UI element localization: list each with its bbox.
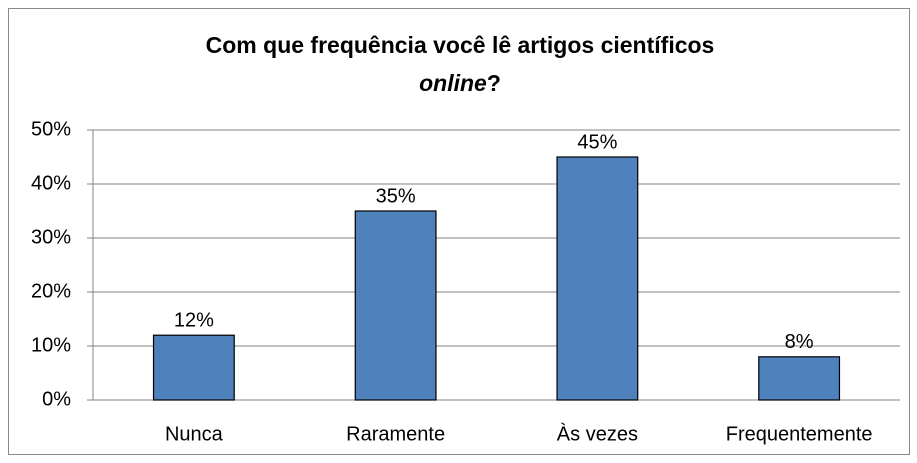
y-tick-label: 0% xyxy=(42,388,71,410)
y-tick-label: 10% xyxy=(31,334,71,356)
y-tick-label: 40% xyxy=(31,172,71,194)
y-tick-label: 30% xyxy=(31,226,71,248)
x-tick-label: Às vezes xyxy=(557,422,638,445)
data-label: 12% xyxy=(174,309,214,331)
y-tick-label: 20% xyxy=(31,280,71,302)
chart-title-italic: online xyxy=(419,70,487,96)
bar xyxy=(556,156,639,401)
x-tick-label: Frequentemente xyxy=(726,423,873,445)
bar xyxy=(758,356,841,401)
data-label: 45% xyxy=(577,131,617,153)
bar xyxy=(152,334,235,401)
x-tick-label: Nunca xyxy=(165,423,224,445)
chart-title: Com que frequência você lê artigos cient… xyxy=(206,32,715,58)
x-tick-label: Raramente xyxy=(346,423,445,445)
data-label: 8% xyxy=(785,331,814,353)
data-label: 35% xyxy=(376,185,416,207)
y-tick-label: 50% xyxy=(31,118,71,140)
chart-title-end: ? xyxy=(487,70,501,96)
bar xyxy=(354,210,437,401)
chart-title: online? xyxy=(419,70,501,96)
